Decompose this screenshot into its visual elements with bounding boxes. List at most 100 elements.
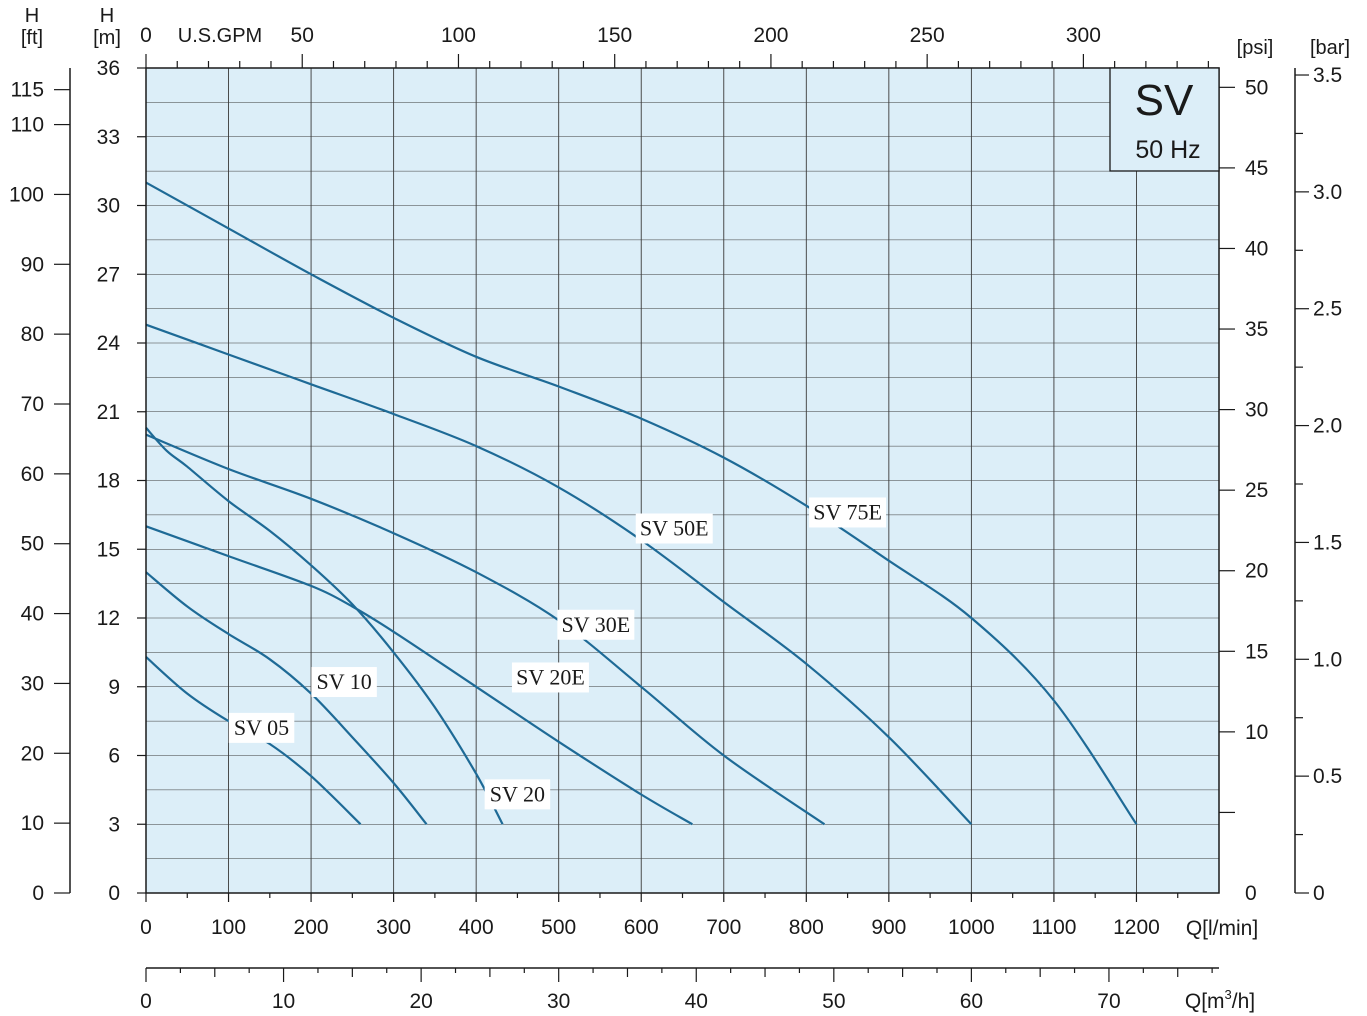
y-psi-tick-label: 15 bbox=[1245, 640, 1268, 663]
curve-sv-20 bbox=[145, 427, 504, 825]
x-lmin-tick-label: 1100 bbox=[1031, 916, 1076, 939]
y-ft-tick-label: 110 bbox=[11, 114, 44, 137]
x-gpm-tick-label: 0 bbox=[140, 24, 152, 47]
curve-sv-30e bbox=[145, 433, 826, 826]
y-m-tick-label: 15 bbox=[97, 538, 120, 561]
x-lmin-tick-label: 1200 bbox=[1113, 916, 1160, 939]
x-m3h-tick-label: 0 bbox=[140, 990, 152, 1013]
curve-sv-20e bbox=[145, 525, 693, 826]
x-lmin-tick-label: 600 bbox=[624, 916, 659, 939]
x-m3h-axis-title-tail: /h] bbox=[1232, 990, 1255, 1013]
curve-label-sv-05: SV 05 bbox=[234, 715, 289, 740]
y-m-tick-label: 3 bbox=[108, 813, 120, 836]
y-m-tick-label: 27 bbox=[97, 263, 120, 286]
x-m3h-axis-title: Q[m3/h] bbox=[1185, 987, 1255, 1013]
x-gpm-axis-title: U.S.GPM bbox=[178, 25, 262, 47]
y-ft-tick-label: 20 bbox=[21, 742, 44, 765]
y-ft-tick-label: 10 bbox=[21, 812, 44, 835]
y-ft-tick-label: 40 bbox=[21, 603, 44, 626]
y-psi-axis-title: [psi] bbox=[1237, 37, 1274, 59]
y-psi-tick-label: 10 bbox=[1245, 721, 1268, 744]
y-psi-tick-label: 30 bbox=[1245, 399, 1268, 422]
y-bar-tick-label: 3.0 bbox=[1313, 181, 1342, 204]
y-m-tick-label: 6 bbox=[108, 745, 120, 768]
x-m3h-tick-label: 70 bbox=[1097, 990, 1120, 1013]
axes: 0 100 200 300 400 500 600 700 800 900 1000 1100 1200… bbox=[9, 24, 1342, 1013]
y-bar-tick-label: 2.5 bbox=[1313, 298, 1342, 321]
curve-label-bg-sv-20e bbox=[511, 662, 589, 693]
x-lmin-tick-label: 0 bbox=[140, 916, 152, 939]
x-m3h-tick-label: 60 bbox=[960, 990, 983, 1013]
x-lmin-tick-label: 900 bbox=[871, 916, 906, 939]
chart-subtitle: 50 Hz bbox=[1135, 136, 1200, 164]
chart-title: SV bbox=[1135, 76, 1194, 125]
curve-label-bg-sv-05 bbox=[228, 712, 295, 743]
y-psi-tick-label: 0 bbox=[1245, 882, 1257, 905]
y-psi-tick-label: 25 bbox=[1245, 479, 1268, 502]
y-ft-tick-label: 70 bbox=[21, 393, 44, 416]
curve-label-sv-75e: SV 75E bbox=[813, 499, 882, 524]
curve-label-sv-20e: SV 20E bbox=[516, 664, 585, 689]
x-gpm-tick-label: 200 bbox=[753, 24, 788, 47]
x-m3h-tick-label: 40 bbox=[685, 990, 708, 1013]
y-psi-tick-label: 50 bbox=[1245, 76, 1268, 99]
x-m3h-tick-label: 20 bbox=[409, 990, 432, 1013]
y-bar-tick-label: 1.0 bbox=[1313, 648, 1342, 671]
y-ft-tick-label: 50 bbox=[21, 533, 44, 556]
y-bar-tick-label: 3.5 bbox=[1313, 64, 1342, 87]
x-m3h-tick-label: 30 bbox=[547, 990, 570, 1013]
curve-label-sv-50e: SV 50E bbox=[640, 516, 709, 541]
curve-sv-75e bbox=[145, 181, 1138, 825]
y-m-tick-label: 33 bbox=[97, 126, 120, 149]
y-bar-tick-label: 2.0 bbox=[1313, 415, 1342, 438]
x-lmin-tick-label: 800 bbox=[789, 916, 824, 939]
x-lmin-tick-label: 1000 bbox=[948, 916, 995, 939]
y-ft-axis-title-h: H bbox=[25, 5, 39, 27]
y-ft-tick-label: 115 bbox=[11, 79, 44, 102]
y-ft-axis-unit: [ft] bbox=[21, 27, 43, 49]
y-ft-tick-label: 80 bbox=[21, 323, 44, 346]
x-m3h-tick-label: 10 bbox=[272, 990, 295, 1013]
curve-label-bg-sv-20 bbox=[484, 779, 551, 810]
x-gpm-tick-label: 50 bbox=[291, 24, 314, 47]
title-box: SV 50 Hz bbox=[1109, 67, 1220, 172]
y-m-tick-label: 12 bbox=[97, 607, 120, 630]
x-gpm-tick-label: 150 bbox=[597, 24, 632, 47]
y-ft-tick-label: 90 bbox=[21, 253, 44, 276]
y-m-axis-title-h: H bbox=[100, 5, 114, 27]
y-psi-tick-label: 35 bbox=[1245, 318, 1268, 341]
curve-sv-10 bbox=[145, 571, 428, 825]
x-lmin-tick-label: 400 bbox=[459, 916, 494, 939]
curve-label-sv-10: SV 10 bbox=[316, 669, 371, 694]
curve-label-sv-20: SV 20 bbox=[490, 781, 545, 806]
curve-label-bg-sv-75e bbox=[809, 497, 887, 528]
y-bar-tick-label: 0.5 bbox=[1313, 765, 1342, 788]
y-m-tick-label: 36 bbox=[97, 57, 120, 80]
x-gpm-tick-label: 100 bbox=[441, 24, 476, 47]
x-m3h-tick-label: 50 bbox=[822, 990, 845, 1013]
y-bar-tick-label: 0 bbox=[1313, 882, 1325, 905]
x-gpm-tick-label: 250 bbox=[910, 24, 945, 47]
curves bbox=[145, 181, 1138, 826]
y-m-tick-label: 30 bbox=[97, 195, 120, 218]
y-ft-tick-label: 0 bbox=[32, 882, 44, 905]
y-psi-tick-label: 45 bbox=[1245, 157, 1268, 180]
y-bar-axis-title: [bar] bbox=[1310, 37, 1350, 59]
x-lmin-tick-label: 300 bbox=[376, 916, 411, 939]
y-psi-tick-label: 40 bbox=[1245, 237, 1268, 260]
x-lmin-axis-title: Q[l/min] bbox=[1186, 917, 1258, 940]
y-ft-tick-label: 30 bbox=[21, 672, 44, 695]
y-m-tick-label: 18 bbox=[97, 470, 120, 493]
curve-sv-50e bbox=[145, 323, 973, 826]
x-lmin-tick-label: 500 bbox=[541, 916, 576, 939]
y-ft-tick-label: 60 bbox=[21, 463, 44, 486]
x-m3h-axis-title-sup: 3 bbox=[1225, 987, 1232, 1002]
title-box-frame bbox=[1109, 67, 1220, 172]
x-lmin-tick-label: 700 bbox=[706, 916, 741, 939]
x-lmin-tick-label: 100 bbox=[211, 916, 246, 939]
curve-label-sv-30e: SV 30E bbox=[561, 612, 630, 637]
curve-labels: SV 05 SV 10 SV 20 SV 20E SV 30E SV 50E SV 75E bbox=[228, 497, 887, 810]
y-m-tick-label: 0 bbox=[108, 882, 120, 905]
y-psi-tick-label: 20 bbox=[1245, 560, 1268, 583]
